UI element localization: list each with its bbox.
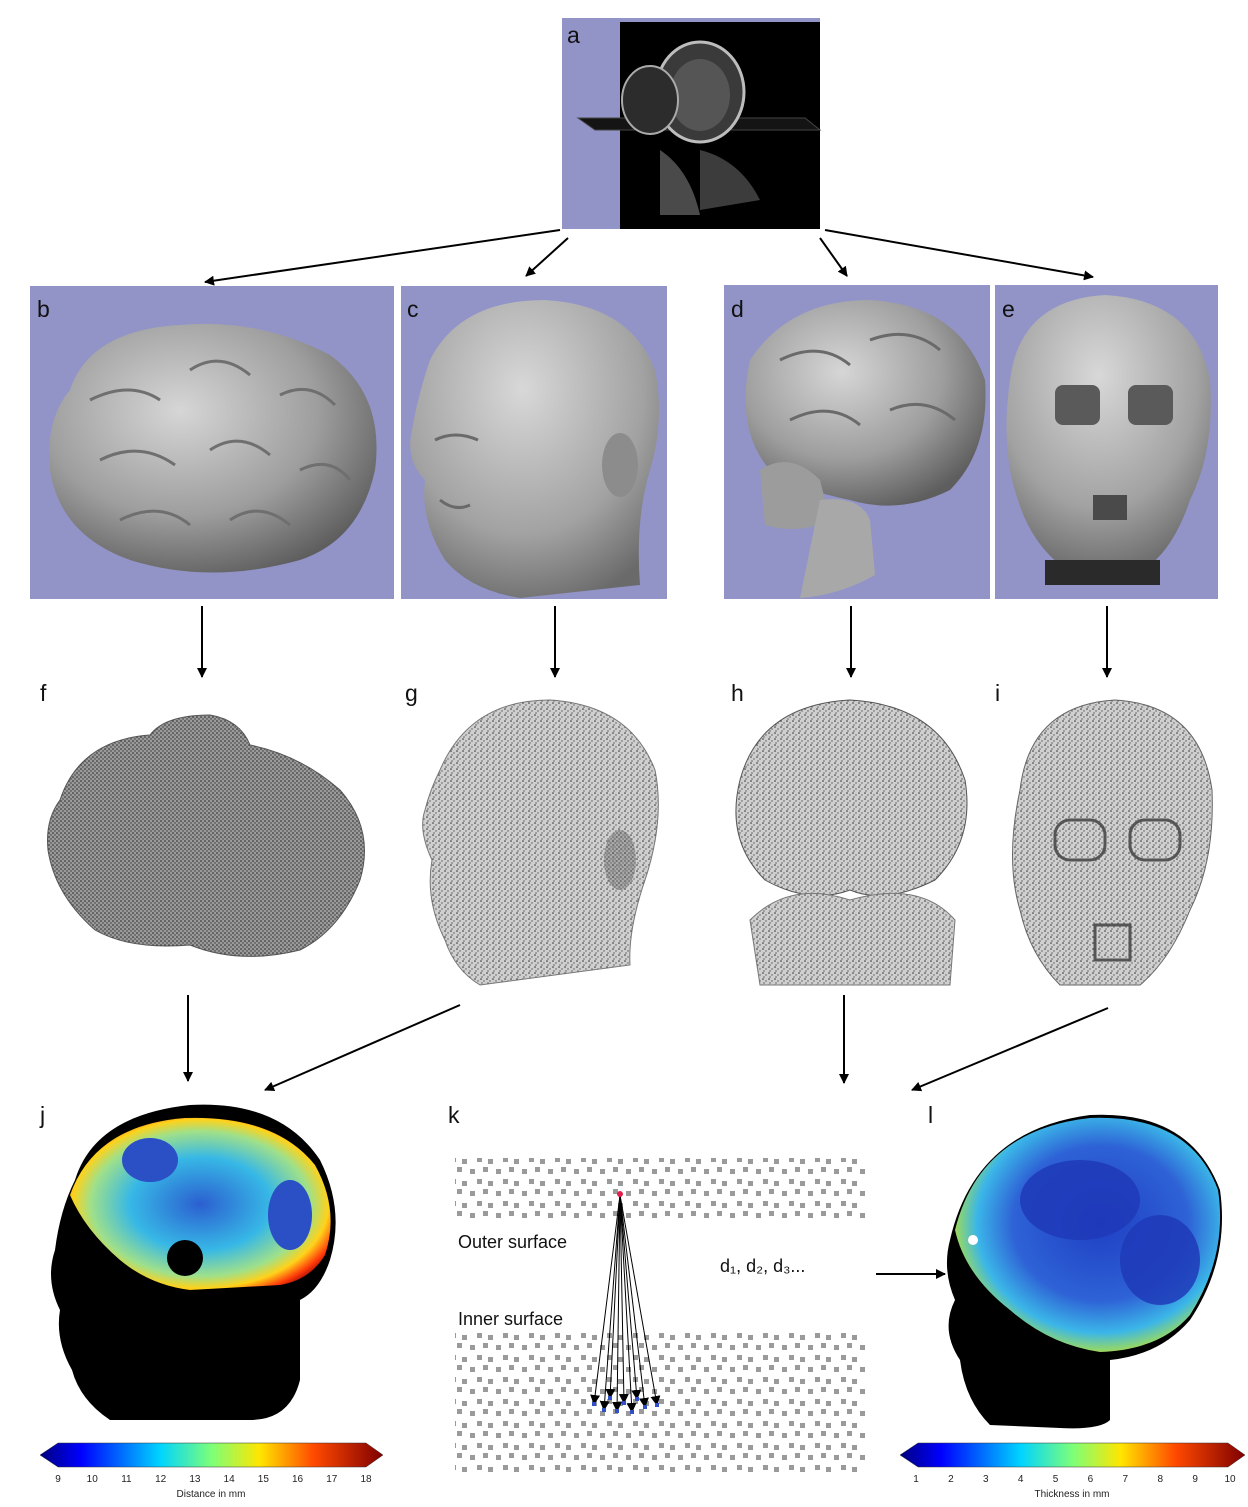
panel-c-head-surface (401, 286, 667, 599)
panel-label-d: d (731, 296, 744, 322)
colorbar-tick: 18 (360, 1474, 372, 1485)
colorbar-tick: 9 (55, 1474, 61, 1485)
colorbar-tick: 6 (1087, 1474, 1094, 1485)
colorbar-tick: 14 (223, 1474, 235, 1485)
panel-label-j: j (40, 1102, 46, 1128)
colorbar-tick: 5 (1052, 1474, 1059, 1485)
panel-a-mri-volume (562, 18, 822, 229)
colorbar-tick: 7 (1122, 1474, 1129, 1485)
outer-surface-label: Outer surface (458, 1232, 568, 1252)
distances-label: d₁, d₂, d₃... (720, 1256, 806, 1276)
colorbar-tick: 3 (982, 1474, 989, 1485)
panel-label-g: g (405, 680, 418, 706)
panel-l-thickness-map (946, 1114, 1222, 1429)
panel-g-head-pointcloud (422, 699, 659, 986)
colorbar-tick: 16 (291, 1474, 304, 1485)
colorbar-thickness-title: Thickness in mm (1034, 1489, 1110, 1500)
panel-i-skull-pointcloud (1012, 699, 1213, 986)
panel-d-brain-surface (724, 285, 990, 599)
colorbar-tick: 10 (86, 1474, 98, 1485)
panel-e-skull-surface (995, 285, 1218, 599)
colorbar-distance-title: Distance in mm (176, 1489, 246, 1500)
colorbar-tick: 17 (326, 1474, 338, 1485)
panel-label-i: i (995, 680, 1001, 706)
panel-j-distance-map (51, 1104, 336, 1420)
colorbar-tick: 8 (1157, 1474, 1163, 1485)
panel-label-f: f (40, 680, 47, 706)
panel-h-brain-pointcloud (735, 699, 968, 986)
panel-label-h: h (731, 680, 744, 706)
colorbar-tick: 4 (1017, 1474, 1024, 1485)
colorbar-tick: 9 (1192, 1474, 1198, 1485)
panel-label-e: e (1002, 296, 1015, 322)
panel-label-b: b (37, 296, 50, 322)
colorbar-tick: 11 (121, 1474, 132, 1485)
panel-label-c: c (407, 296, 419, 322)
panel-label-k: k (448, 1102, 460, 1128)
colorbar-tick: 15 (257, 1474, 269, 1485)
colorbar-distance (39, 1442, 384, 1468)
distance-vectors (590, 1194, 661, 1413)
panel-k-distance-diagram (455, 1158, 865, 1472)
colorbar-tick: 2 (948, 1474, 954, 1485)
colorbar-thickness (899, 1442, 1246, 1468)
inner-surface-label: Inner surface (458, 1309, 564, 1329)
panel-f-cortex-pointcloud (47, 714, 365, 957)
colorbar-tick: 13 (189, 1474, 201, 1485)
colorbar-tick: 10 (1224, 1474, 1236, 1485)
panel-label-l: l (928, 1102, 934, 1128)
panel-label-a: a (567, 22, 580, 48)
colorbar-tick: 1 (913, 1474, 919, 1485)
panel-b-cortex-surface (30, 286, 394, 599)
colorbar-tick: 12 (155, 1474, 167, 1485)
flow-arrows (183, 229, 1112, 1279)
